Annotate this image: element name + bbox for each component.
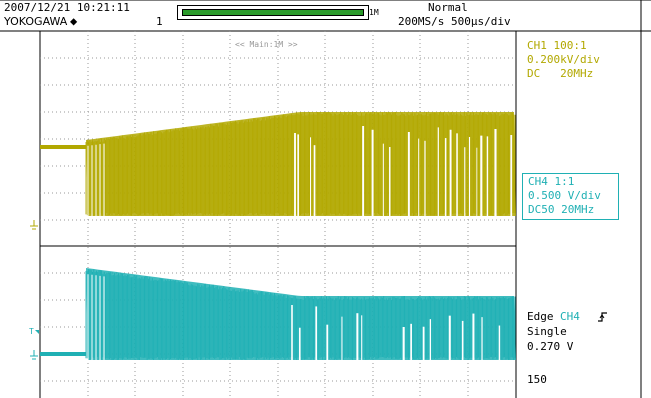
ch1-waveform (40, 112, 516, 216)
diamond-icon: ◆ (70, 14, 78, 28)
zoom-label: << Main:1M >> (235, 40, 298, 49)
trigger-mode-single: Single (527, 325, 567, 338)
trigger-mode: Normal (428, 1, 468, 14)
brand-label: YOKOGAWA (4, 15, 68, 28)
trigger-source: CH4 (560, 310, 580, 323)
svg-text:T: T (29, 327, 34, 336)
trigger-type: Edge (527, 310, 554, 323)
ch1-ground-marker (30, 220, 38, 230)
acquisition-count: 1 (156, 15, 163, 28)
trigger-settings[interactable]: Edge CH4 Single 0.270 V (527, 311, 637, 355)
ch4-coupling: DC50 20MHz (528, 203, 595, 216)
record-length-bar[interactable] (177, 5, 369, 20)
timebase-readout: 200MS/s 500µs/div (398, 15, 511, 28)
ch4-settings[interactable]: CH4 1:1 0.500 V/div DC50 20MHz (522, 173, 619, 220)
trigger-level: 0.270 V (527, 340, 574, 353)
record-length-label: 1M (369, 8, 379, 17)
ch4-ground-marker (30, 350, 38, 360)
datetime-readout: 2007/12/21 10:21:11 (4, 1, 130, 14)
ch1-coupling: DC 20MHz (527, 67, 594, 80)
trigger-level-marker: T (29, 327, 39, 336)
ch1-probe: CH1 100:1 (527, 39, 587, 52)
rising-edge-icon (598, 312, 607, 322)
ch4-vdiv: 0.500 V/div (528, 189, 601, 202)
ch4-waveform (40, 268, 516, 360)
acquisition-counter: 150 (527, 373, 547, 386)
record-window-indicator (182, 9, 364, 16)
ch4-probe: CH4 1:1 (528, 175, 575, 188)
ch1-vdiv: 0.200kV/div (527, 53, 600, 66)
ch1-settings[interactable]: CH1 100:1 0.200kV/div DC 20MHz (527, 40, 637, 82)
